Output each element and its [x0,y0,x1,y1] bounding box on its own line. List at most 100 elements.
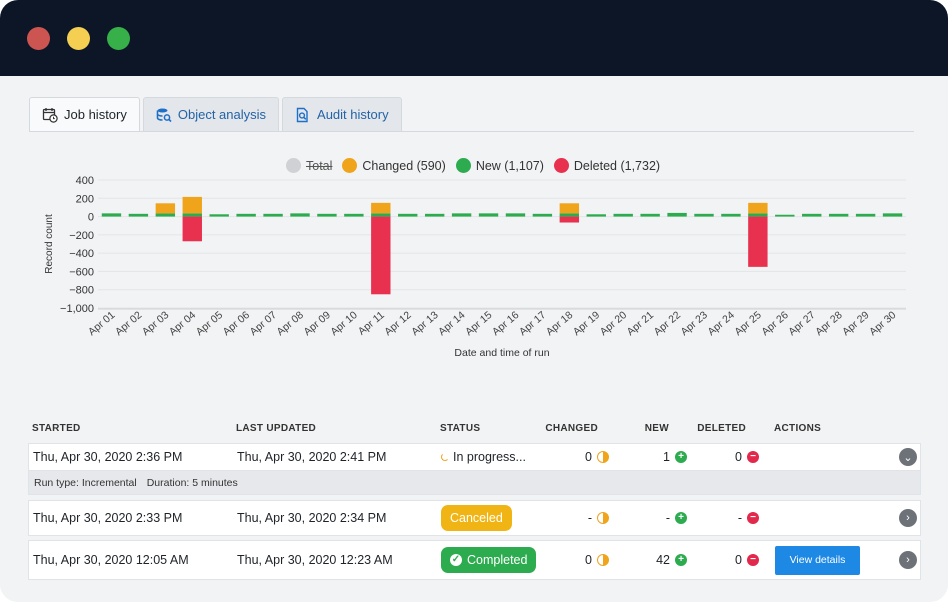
bar-new [182,213,202,217]
bar-new [748,213,768,217]
document-search-icon [296,107,308,122]
table-header: STARTED LAST UPDATED STATUS CHANGED NEW … [28,416,921,440]
legend-swatch [553,158,569,173]
window-minimize-button[interactable] [67,27,90,50]
x-tick-label: Apr 21 [625,309,657,338]
bar-deleted [559,216,580,223]
check-circle-icon: ✓ [450,554,462,566]
cell-status: ✓ Completed [437,547,537,573]
bar-new [155,213,176,217]
x-tick-label: Apr 26 [759,309,791,338]
chevron-right-icon[interactable]: › [899,509,917,527]
x-tick-label: Apr 29 [840,309,872,338]
header-status: STATUS [440,422,481,434]
window-titlebar [0,0,948,76]
tab-object-analysis[interactable]: Object analysis [142,97,280,132]
tab-job-history[interactable]: Job history [29,97,140,132]
cell-status: In progress... [437,450,537,464]
x-tick-label: Apr 08 [275,309,307,338]
duration-text: Duration: 5 minutes [146,476,238,489]
x-tick-label: Apr 25 [732,309,764,338]
legend-swatch [286,158,301,173]
y-tick-label: −200 [69,230,94,242]
bar-new [667,212,687,217]
tab-audit-history[interactable]: Audit history [282,97,402,132]
deleted-count: - [737,511,742,525]
bar-new [128,213,149,217]
cell-started: Thu, Apr 30, 2020 2:33 PM [33,511,183,525]
changed-count: 0 [585,450,592,464]
bar-new [505,213,526,217]
legend-swatch [455,158,471,173]
x-tick-label: Apr 18 [544,309,576,338]
job-history-table: STARTED LAST UPDATED STATUS CHANGED NEW … [28,416,921,580]
table-row[interactable]: Thu, Apr 30, 2020 2:36 PM Thu, Apr 30, 2… [28,443,921,471]
legend-item-new[interactable]: New (1,107) [455,158,544,173]
bar-deleted [182,216,202,242]
status-text: In progress... [453,450,526,464]
header-deleted: DELETED [697,422,746,434]
x-tick-label: Apr 23 [679,309,711,338]
deleted-count: 0 [735,553,742,567]
bar-new [802,213,822,217]
bar-new [721,213,741,217]
legend-label: Changed (590) [362,158,446,173]
changed-icon [597,554,609,566]
bar-new [775,214,795,217]
x-tick-label: Apr 10 [328,309,360,338]
legend-item-deleted[interactable]: Deleted (1,732) [553,158,661,173]
bar-new [559,213,580,217]
table-row[interactable]: Thu, Apr 30, 2020 2:33 PM Thu, Apr 30, 2… [28,500,921,536]
legend-item-changed[interactable]: Changed (590) [342,158,446,173]
cell-deleted: - − [687,511,759,525]
bar-new [586,214,606,217]
changed-count: - [587,511,592,525]
window-close-button[interactable] [27,27,50,50]
tab-bar: Job history Object analysis Audit histor… [29,97,405,132]
view-details-button[interactable]: View details [775,545,860,575]
record-count-chart: 400 200 0 −200 −400 −600 −800 −1,000 Record coun… [44,175,906,359]
bar-new [451,213,472,217]
new-count: 42 [656,553,670,567]
x-tick-label: Apr 16 [490,309,522,338]
bar-new [236,213,256,217]
status-text: Completed [467,553,528,567]
tab-label: Job history [64,107,127,122]
cell-deleted: 0− [687,450,759,464]
main-content: Job history Object analysis Audit histor… [0,76,948,602]
header-new: NEW [644,422,669,434]
chevron-down-icon[interactable]: ⌄ [899,448,917,466]
x-tick-label: Apr 20 [598,309,630,338]
x-tick-label: Apr 05 [194,309,226,338]
spinner-icon [441,453,449,461]
table-row[interactable]: Thu, Apr 30, 2020 12:05 AM Thu, Apr 30, … [28,540,921,580]
header-changed: CHANGED [545,422,598,434]
bar-changed [371,202,391,214]
legend-label: Deleted (1,732) [573,158,661,173]
x-tick-label: Apr 17 [517,309,549,338]
x-tick-label: Apr 28 [813,309,845,338]
bar-new [694,213,714,217]
header-actions: ACTIONS [774,422,822,434]
bar-new [532,213,553,217]
chart-legend: Total Changed (590) New (1,107) Deleted … [286,158,660,173]
bar-changed [155,203,176,214]
bar-new [398,213,418,217]
legend-label: New (1,107) [475,158,544,173]
y-tick-label: 200 [76,193,94,205]
bar-new [478,213,499,217]
cell-last-updated: Thu, Apr 30, 2020 12:23 AM [237,553,393,567]
x-tick-label: Apr 04 [167,309,199,338]
bar-new [290,213,310,217]
x-tick-label: Apr 09 [301,309,333,338]
x-axis-label: Date and time of run [454,347,549,359]
window-maximize-button[interactable] [107,27,130,50]
legend-item-total[interactable]: Total [286,158,332,173]
cell-started: Thu, Apr 30, 2020 12:05 AM [33,553,189,567]
changed-count: 0 [585,553,592,567]
bar-changed [182,196,202,214]
chevron-right-icon[interactable]: › [899,551,917,569]
tab-label: Audit history [317,107,389,122]
x-tick-label: Apr 22 [652,309,684,338]
